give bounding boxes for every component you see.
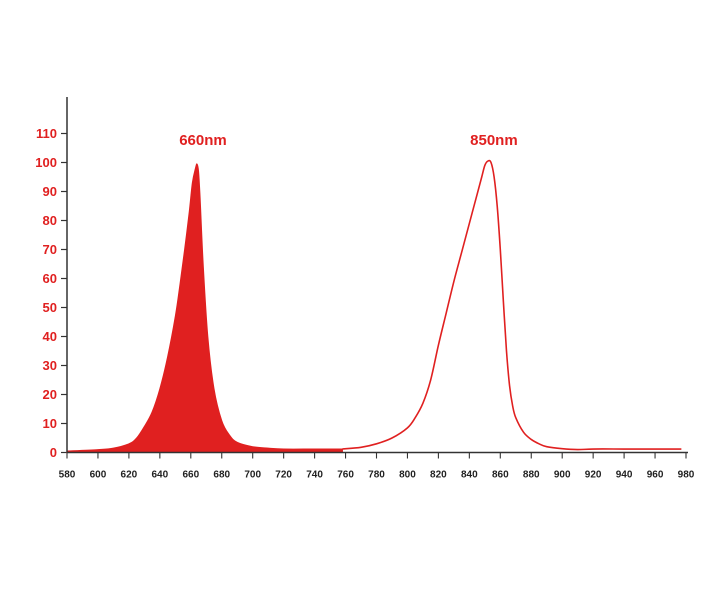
x-tick-label: 860 bbox=[492, 470, 509, 481]
x-tick-label: 720 bbox=[275, 470, 292, 481]
y-tick-label: 10 bbox=[43, 416, 57, 431]
x-tick-label: 900 bbox=[554, 470, 571, 481]
y-tick-label: 60 bbox=[43, 271, 57, 286]
x-tick-label: 980 bbox=[678, 470, 695, 481]
x-tick-label: 880 bbox=[523, 470, 540, 481]
x-tick-label: 960 bbox=[647, 470, 664, 481]
y-tick-label: 80 bbox=[43, 213, 57, 228]
x-tick-label: 840 bbox=[461, 470, 478, 481]
x-tick-label: 620 bbox=[121, 470, 138, 481]
x-tick-label: 760 bbox=[337, 470, 354, 481]
y-tick-label: 40 bbox=[43, 329, 57, 344]
y-tick-label: 50 bbox=[43, 300, 57, 315]
x-ticks: 580 600 620 640 660 680 700 720 740 760 780 800 820 8… bbox=[59, 452, 695, 481]
x-tick-label: 580 bbox=[59, 470, 76, 481]
y-tick-label: 30 bbox=[43, 358, 57, 373]
x-tick-label: 660 bbox=[182, 470, 199, 481]
x-tick-label: 680 bbox=[213, 470, 230, 481]
y-tick-label: 70 bbox=[43, 242, 57, 257]
y-ticks: 0 10 20 30 40 50 60 70 80 90 100 110 bbox=[35, 126, 67, 460]
y-tick-label: 0 bbox=[50, 445, 57, 460]
peak-850-line bbox=[342, 159, 682, 451]
x-tick-label: 940 bbox=[616, 470, 633, 481]
x-tick-label: 700 bbox=[244, 470, 261, 481]
x-tick-label: 780 bbox=[368, 470, 385, 481]
y-tick-label: 90 bbox=[43, 184, 57, 199]
y-tick-label: 20 bbox=[43, 387, 57, 402]
y-tick-label: 110 bbox=[36, 126, 57, 141]
x-tick-label: 920 bbox=[585, 470, 602, 481]
x-tick-label: 820 bbox=[430, 470, 447, 481]
peak-label-850: 850nm bbox=[470, 132, 518, 149]
x-tick-label: 640 bbox=[152, 470, 169, 481]
x-tick-label: 800 bbox=[399, 470, 416, 481]
peak-660-area bbox=[66, 163, 343, 453]
y-tick-label: 100 bbox=[35, 155, 57, 170]
x-tick-label: 740 bbox=[306, 470, 323, 481]
peak-label-660: 660nm bbox=[179, 132, 227, 149]
x-tick-label: 600 bbox=[90, 470, 107, 481]
